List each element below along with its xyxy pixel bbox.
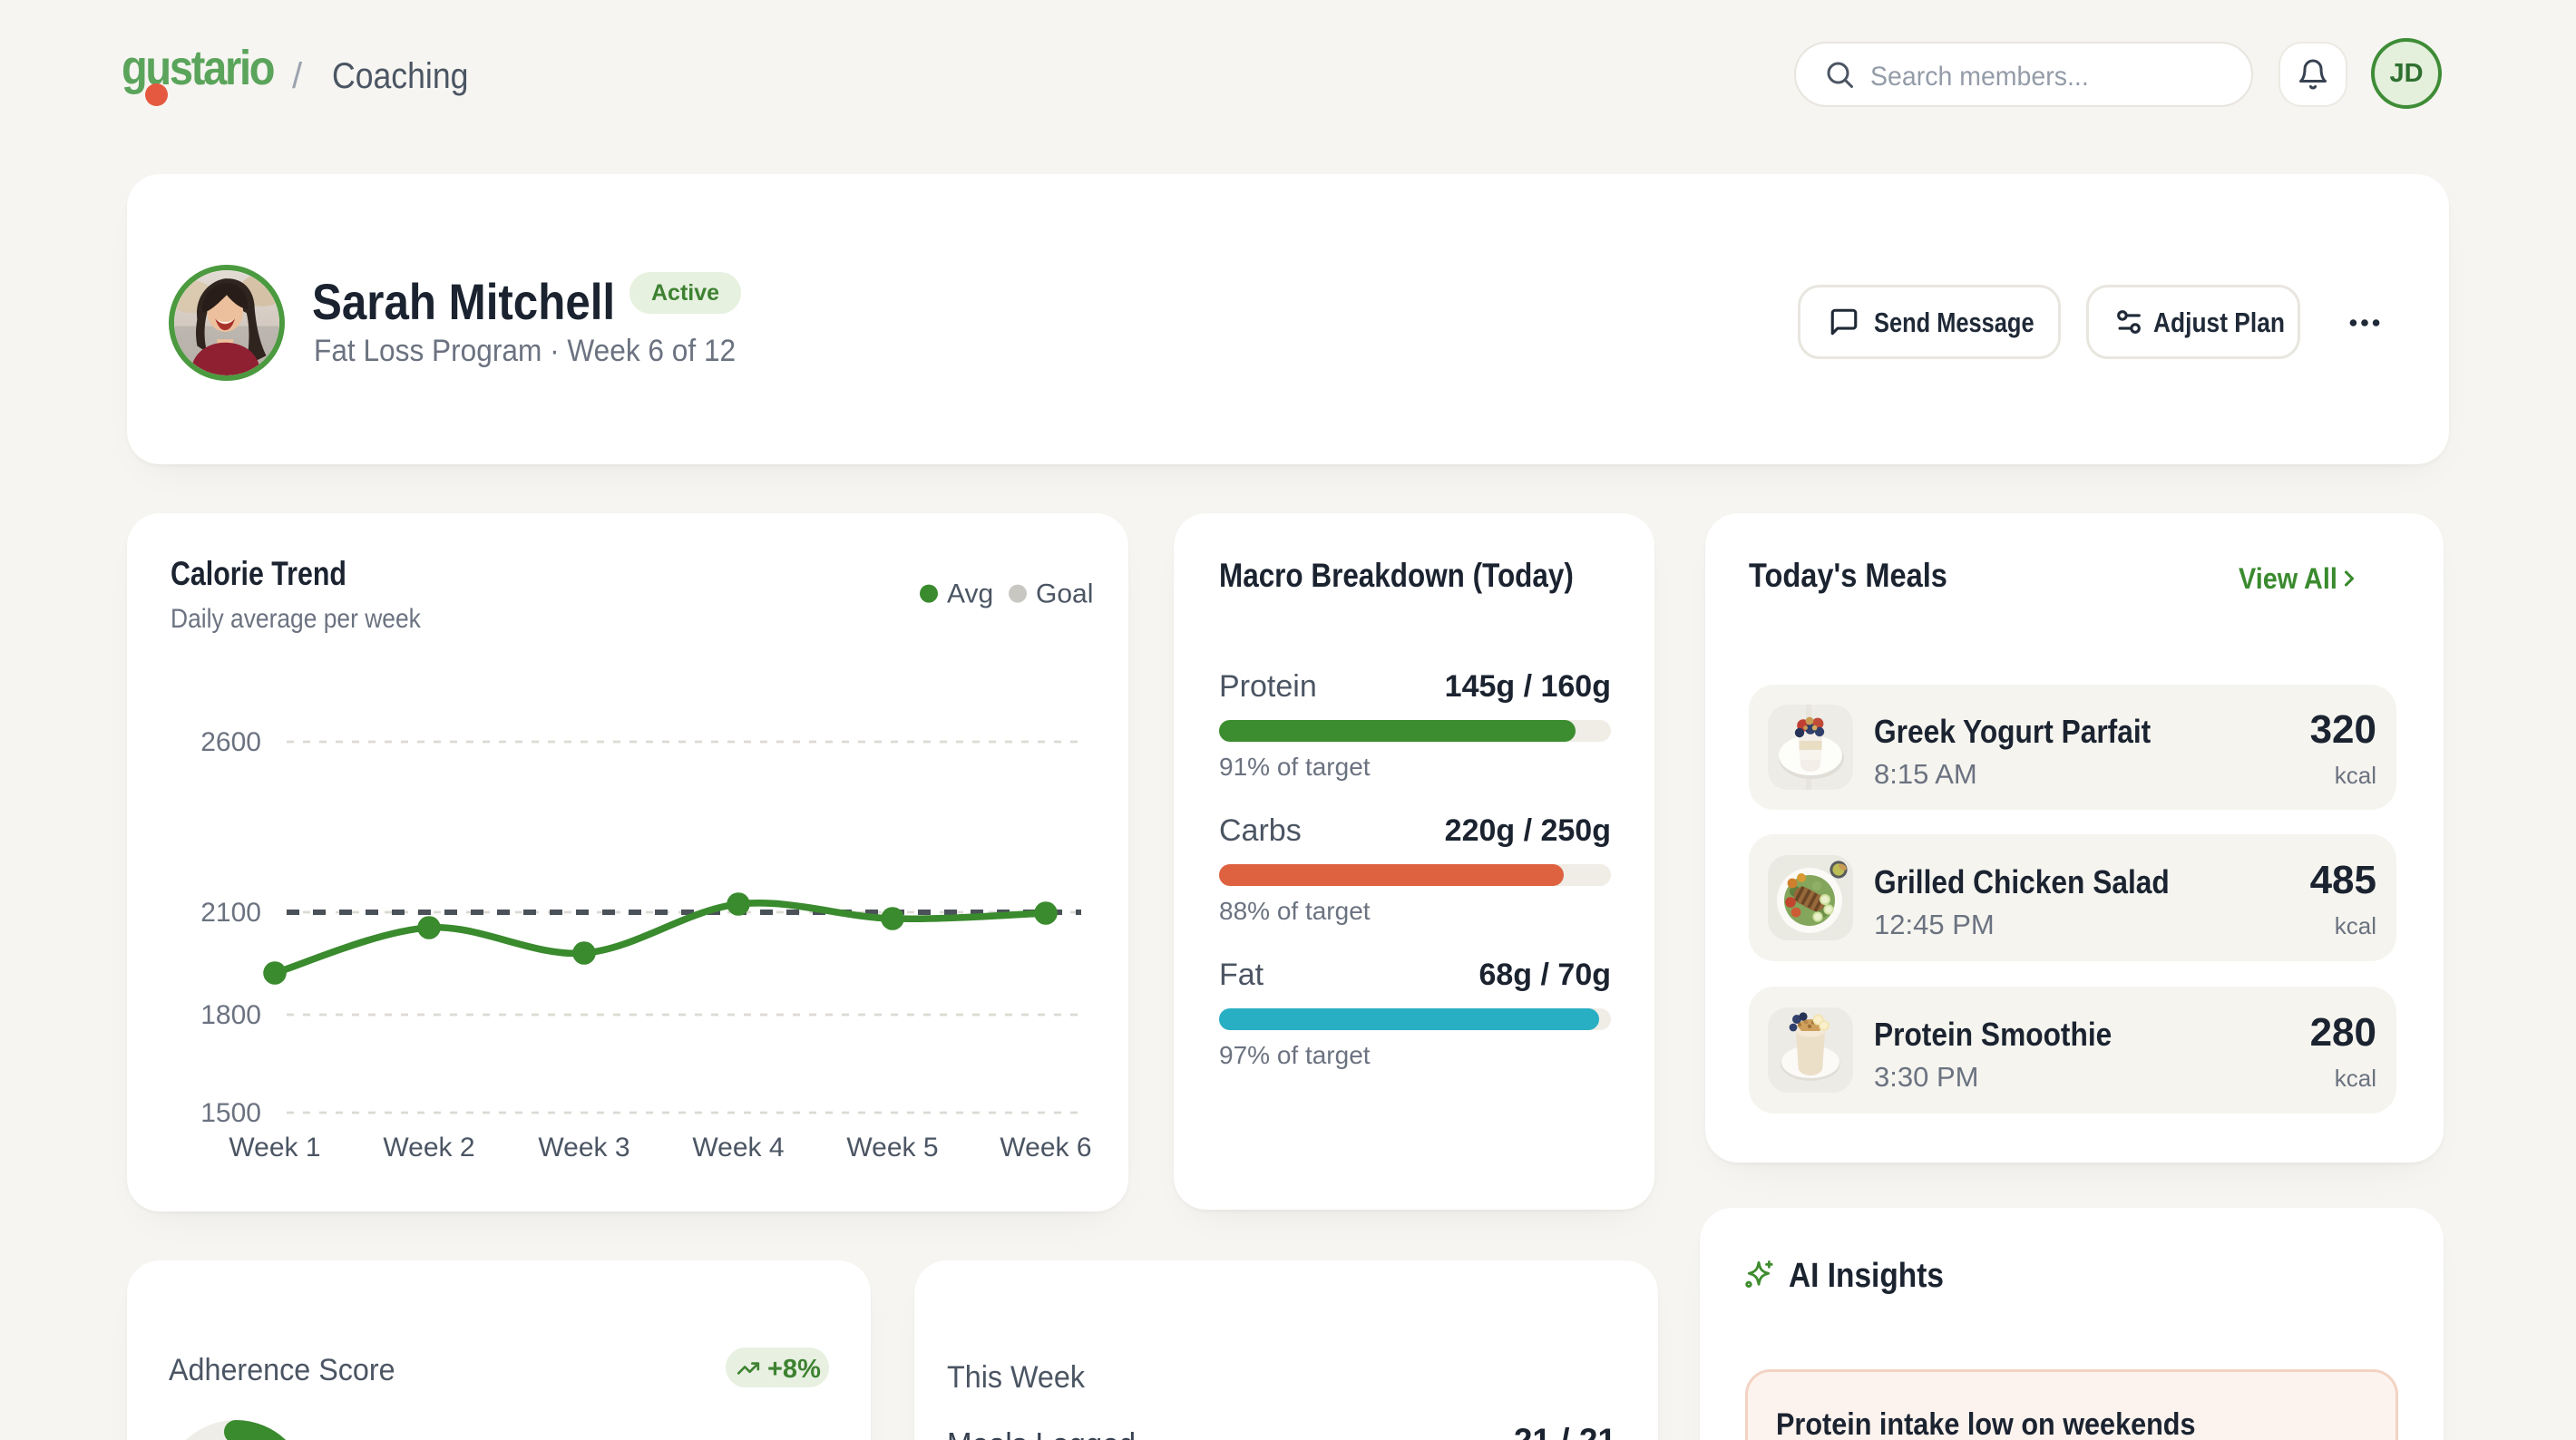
svg-text:1500: 1500 (200, 1098, 261, 1128)
svg-text:Week 1: Week 1 (229, 1133, 320, 1163)
svg-text:Week 2: Week 2 (383, 1133, 474, 1163)
svg-text:Goal: Goal (1036, 579, 1093, 609)
svg-text:2100: 2100 (200, 898, 261, 928)
svg-text:2600: 2600 (200, 727, 261, 757)
svg-text:Week 6: Week 6 (1000, 1133, 1091, 1163)
svg-text:Avg: Avg (947, 579, 993, 609)
svg-text:1800: 1800 (200, 1000, 261, 1030)
svg-text:Week 4: Week 4 (692, 1133, 784, 1163)
svg-text:Week 5: Week 5 (846, 1133, 938, 1163)
svg-text:Week 3: Week 3 (538, 1133, 629, 1163)
